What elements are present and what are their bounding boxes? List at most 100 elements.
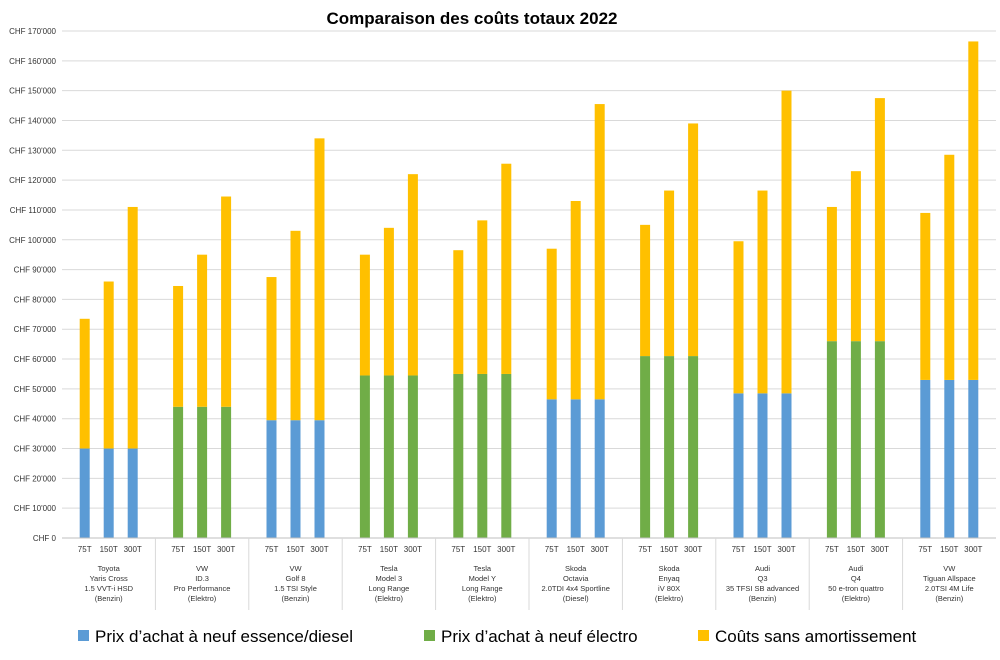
group-label-line: 1.5 VVT-i HSD (84, 584, 133, 593)
group-label-line: Octavia (563, 574, 589, 583)
bar-running-costs (850, 171, 861, 342)
bar-purchase (688, 356, 699, 538)
x-tick-label: 75T (638, 545, 652, 554)
bar-purchase (173, 406, 184, 538)
group-label-line: Long Range (368, 584, 409, 593)
group-label-line: (Diesel) (563, 594, 589, 603)
x-tick-label: 75T (732, 545, 746, 554)
group-label-line: 1.5 TSI Style (274, 584, 317, 593)
bar-purchase (757, 393, 768, 538)
bar-purchase (570, 399, 581, 538)
bar-purchase (407, 375, 418, 538)
group-label-line: (Benzin) (95, 594, 123, 603)
x-tick-label: 75T (825, 545, 839, 554)
y-tick-label: CHF 30'000 (14, 445, 57, 454)
x-tick-label: 75T (265, 545, 279, 554)
bar-purchase (314, 420, 325, 538)
bar-purchase (103, 448, 114, 538)
y-tick-label: CHF 80'000 (14, 295, 57, 304)
x-tick-label: 300T (871, 545, 889, 554)
x-tick-label: 150T (847, 545, 865, 554)
y-tick-label: CHF 170'000 (9, 27, 56, 36)
bar-running-costs (103, 281, 114, 449)
y-tick-label: CHF 70'000 (14, 325, 57, 334)
group-label-line: Skoda (658, 564, 680, 573)
bar-purchase (477, 373, 488, 538)
x-tick-label: 300T (777, 545, 795, 554)
y-tick-label: CHF 130'000 (9, 146, 56, 155)
x-tick-label: 300T (684, 545, 702, 554)
bar-purchase (850, 341, 861, 538)
group-label-line: Pro Performance (174, 584, 231, 593)
group-label-line: Yaris Cross (90, 574, 128, 583)
x-tick-label: 300T (310, 545, 328, 554)
x-tick-label: 75T (918, 545, 932, 554)
bar-running-costs (944, 154, 955, 380)
x-tick-label: 150T (380, 545, 398, 554)
group-label-line: Toyota (98, 564, 121, 573)
group-label-line: Tesla (380, 564, 398, 573)
bar-purchase (359, 375, 370, 538)
bar-running-costs (383, 227, 394, 376)
bar-running-costs (781, 90, 792, 394)
x-tick-label: 300T (217, 545, 235, 554)
bars (79, 41, 979, 538)
x-tick-label: 300T (404, 545, 422, 554)
bar-running-costs (197, 254, 208, 407)
bar-running-costs (127, 206, 138, 449)
legend-swatch (424, 630, 435, 641)
legend-swatch (78, 630, 89, 641)
bar-running-costs (359, 254, 370, 376)
gridlines (62, 30, 996, 539)
y-tick-label: CHF 120'000 (9, 176, 56, 185)
group-label-line: (Elektro) (842, 594, 871, 603)
bar-purchase (640, 356, 651, 538)
x-tick-label: 75T (451, 545, 465, 554)
bar-running-costs (314, 138, 325, 421)
group-label-line: Tesla (474, 564, 492, 573)
group-label-line: Long Range (462, 584, 503, 593)
group-label-line: (Benzin) (282, 594, 310, 603)
group-label-line: Model Y (469, 574, 496, 583)
bar-running-costs (826, 206, 837, 342)
bar-running-costs (688, 123, 699, 357)
bar-purchase (453, 373, 464, 538)
group-label-line: Q3 (757, 574, 767, 583)
y-tick-label: CHF 160'000 (9, 57, 56, 66)
group-label-line: Enyaq (658, 574, 679, 583)
group-label-line: (Benzin) (935, 594, 963, 603)
legend-label: Coûts sans amortissement (715, 627, 917, 646)
y-tick-label: CHF 50'000 (14, 385, 57, 394)
y-tick-label: CHF 100'000 (9, 236, 56, 245)
bar-purchase (733, 393, 744, 538)
bar-running-costs (640, 224, 651, 357)
bar-running-costs (733, 241, 744, 394)
bar-running-costs (477, 220, 488, 374)
group-label-line: 2.0TSI 4M Life (925, 584, 974, 593)
y-tick-label: CHF 140'000 (9, 116, 56, 125)
group-label-line: Skoda (565, 564, 587, 573)
group-label-line: Q4 (851, 574, 861, 583)
y-tick-label: CHF 90'000 (14, 266, 57, 275)
y-tick-label: CHF 110'000 (10, 206, 57, 215)
group-label-line: (Elektro) (188, 594, 217, 603)
bar-purchase (546, 399, 557, 538)
bar-purchase (920, 379, 931, 538)
bar-running-costs (570, 200, 581, 400)
group-label-line: iV 80X (658, 584, 680, 593)
bar-running-costs (266, 277, 277, 421)
group-label-line: VW (943, 564, 956, 573)
y-tick-label: CHF 10'000 (14, 504, 57, 513)
bar-purchase (874, 341, 885, 538)
group-label-line: (Benzin) (749, 594, 777, 603)
bar-purchase (266, 420, 277, 538)
bar-running-costs (79, 318, 90, 449)
bar-running-costs (874, 98, 885, 342)
bar-running-costs (920, 212, 931, 380)
bar-running-costs (501, 163, 512, 374)
group-label-line: Audi (755, 564, 770, 573)
bar-purchase (968, 379, 979, 538)
